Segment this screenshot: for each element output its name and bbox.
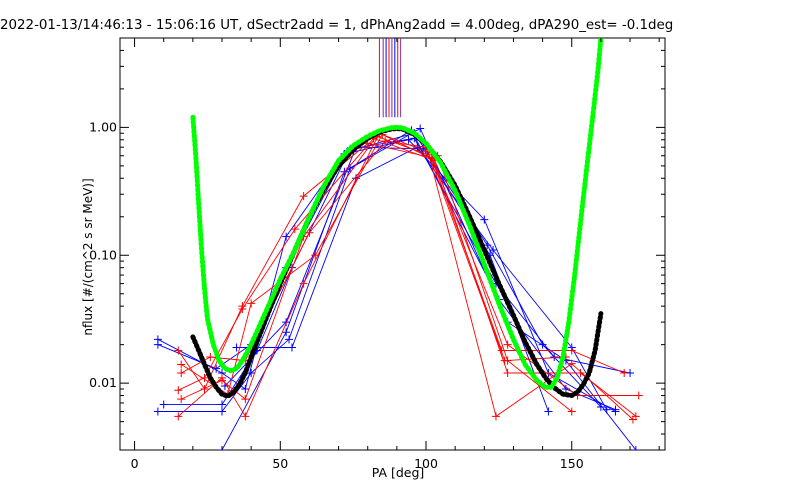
axis-ticks: 0 50 100 150 0.01 0.10 1.00 [89, 37, 665, 471]
data-point-marker [550, 353, 559, 362]
data-point-marker [153, 407, 162, 416]
fit-curves [190, 38, 604, 399]
data-point-marker [628, 415, 637, 424]
data-point-marker [489, 245, 498, 254]
series-line [224, 146, 549, 412]
x-tick-label: 0 [131, 456, 139, 471]
data-point-marker [232, 343, 241, 352]
y-axis-label: nflux [#/(cm^2 s sr MeV)] [81, 178, 95, 335]
data-point-marker [282, 328, 291, 337]
series-line [177, 142, 639, 396]
data-point-marker [567, 407, 576, 416]
data-point-marker [159, 400, 168, 409]
x-axis-label: PA [deg] [372, 465, 425, 480]
series-line [180, 140, 566, 374]
data-point-marker [177, 395, 186, 404]
data-point-marker [218, 407, 227, 416]
x-tick-label: 100 [414, 456, 438, 471]
data-point-marker [174, 412, 183, 421]
vertical-marker-lines [378, 38, 402, 118]
data-point-marker [206, 353, 215, 362]
data-point-marker [480, 215, 489, 224]
data-point-marker [282, 232, 291, 241]
plot-frame [119, 37, 666, 451]
data-point-marker [247, 369, 256, 378]
data-point-marker [218, 373, 227, 382]
data-point-marker [153, 340, 162, 349]
data-point-marker [544, 407, 553, 416]
data-point-marker [634, 391, 643, 400]
data-point-marker [503, 340, 512, 349]
data-point-marker [290, 225, 299, 234]
data-point-marker [299, 279, 308, 288]
data-point-marker [631, 446, 640, 450]
chart-title: 2022-01-13/14:46:13 - 15:06:16 UT, dSect… [0, 18, 674, 33]
data-point-marker [218, 400, 227, 409]
data-point-marker [567, 346, 576, 355]
y-tick-label: 0.10 [89, 247, 117, 262]
data-point-marker [241, 395, 250, 404]
data-point-marker [620, 369, 629, 378]
data-point-marker [238, 304, 247, 313]
data-point-marker [602, 405, 611, 414]
data-point-marker [503, 356, 512, 365]
data-point-marker [305, 228, 314, 237]
series-line [236, 146, 608, 410]
data-point-marker [200, 384, 209, 393]
data-point-marker [299, 192, 308, 201]
data-point-marker [282, 318, 291, 327]
data-point-marker [247, 299, 256, 308]
data-point-marker [241, 412, 250, 421]
data-point-marker [491, 412, 500, 421]
data-point-marker [174, 386, 183, 395]
y-tick-label: 1.00 [89, 119, 117, 134]
data-series [153, 124, 643, 450]
data-point-marker [503, 369, 512, 378]
data-point-marker [576, 369, 585, 378]
x-tick-label: 50 [272, 456, 288, 471]
series-line [180, 133, 572, 412]
data-point-marker [285, 335, 294, 344]
y-tick-label: 0.01 [89, 375, 117, 390]
data-point-marker [381, 137, 390, 146]
data-point-marker [611, 405, 620, 414]
data-point-marker [427, 154, 436, 163]
data-point-marker [241, 384, 250, 393]
data-point-marker [287, 343, 296, 352]
data-point-marker [174, 346, 183, 355]
data-point-marker [567, 359, 576, 368]
x-tick-label: 150 [560, 456, 584, 471]
data-point-marker [311, 251, 320, 260]
axes-frame [119, 37, 666, 451]
data-point-marker [177, 369, 186, 378]
data-point-marker [177, 360, 186, 369]
data-point-marker [416, 124, 425, 133]
green-fit-curve [190, 38, 604, 390]
data-point-marker [596, 403, 605, 412]
